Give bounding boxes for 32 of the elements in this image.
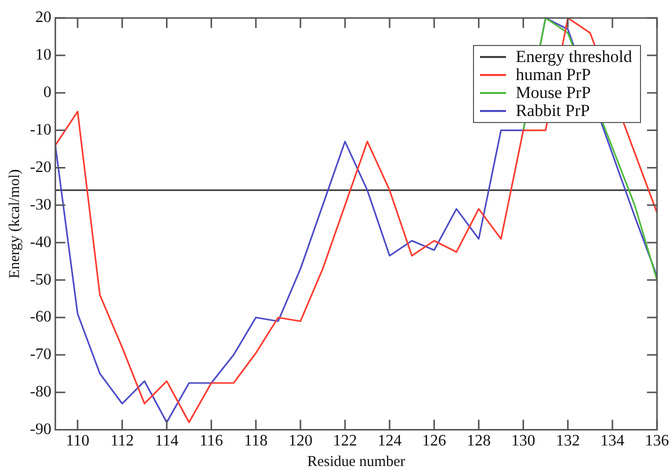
x-tick-label: 114 bbox=[155, 432, 178, 450]
x-tick-label: 134 bbox=[600, 432, 624, 450]
legend-label: Rabbit PrP bbox=[516, 101, 590, 120]
y-tick-label: 0 bbox=[43, 84, 52, 102]
x-tick-label: 136 bbox=[645, 432, 669, 450]
x-tick-label: 132 bbox=[556, 432, 580, 450]
x-tick-label: 118 bbox=[244, 432, 268, 450]
x-tick-label: 126 bbox=[422, 432, 446, 450]
legend-label: Mouse PrP bbox=[516, 83, 591, 102]
y-tick-label: 10 bbox=[35, 46, 52, 64]
x-tick-label: 110 bbox=[66, 432, 90, 450]
y-tick-label: 20 bbox=[35, 9, 52, 26]
x-tick-label: 116 bbox=[200, 432, 224, 450]
x-tick-label: 112 bbox=[110, 432, 134, 450]
y-tick-label: -90 bbox=[30, 421, 52, 438]
x-tick-label: 120 bbox=[288, 432, 312, 450]
x-tick-label: 130 bbox=[511, 432, 536, 450]
x-axis-title: Residue number bbox=[307, 454, 406, 470]
y-tick-label: -30 bbox=[30, 196, 52, 214]
x-tick-label: 122 bbox=[333, 432, 358, 450]
y-tick-label: -60 bbox=[30, 308, 52, 326]
legend-label: Energy threshold bbox=[516, 47, 632, 66]
y-tick-label: -80 bbox=[30, 384, 52, 401]
y-tick-label: -40 bbox=[30, 234, 52, 251]
x-tick-label: 124 bbox=[378, 432, 402, 450]
y-tick-label: -20 bbox=[30, 158, 52, 176]
y-tick-label: -50 bbox=[30, 271, 52, 288]
x-tick-label: 128 bbox=[466, 432, 491, 450]
y-tick-label: -10 bbox=[30, 122, 52, 139]
legend-label: human PrP bbox=[516, 65, 591, 84]
y-axis-title: Energy (kcal/mol) bbox=[6, 169, 23, 279]
y-tick-label: -70 bbox=[30, 346, 52, 364]
